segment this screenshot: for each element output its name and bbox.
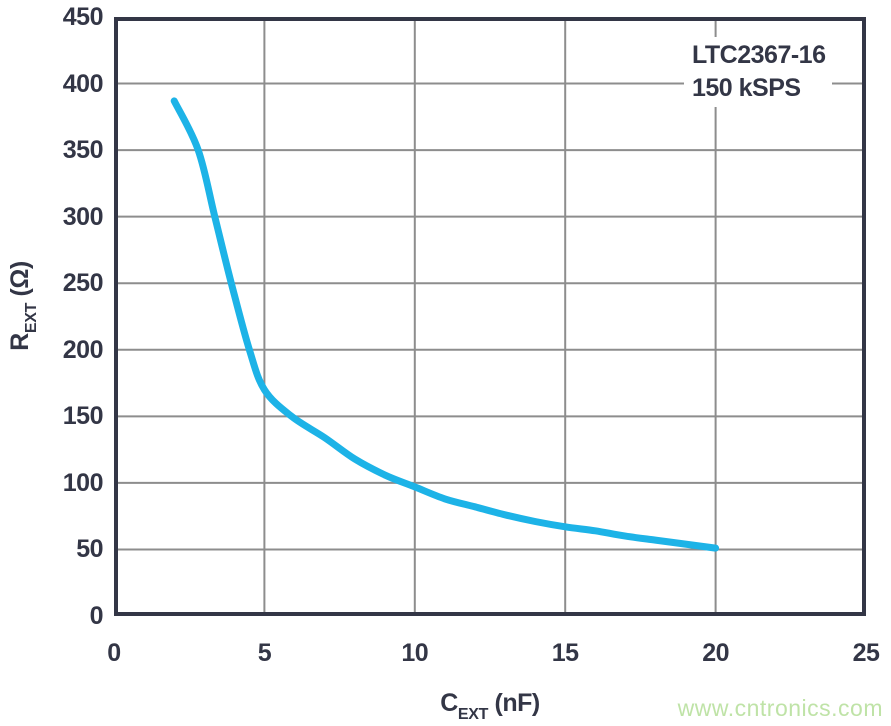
y-axis-symbol: R [6,333,34,351]
data-curve [170,97,720,552]
x-tick-label: 5 [257,639,272,667]
y-axis-subscript: EXT [23,302,40,334]
y-axis-title: REXT (Ω) [6,206,40,406]
x-tick-label: 15 [551,639,579,667]
y-tick-label: 100 [62,468,104,497]
gridlines [114,17,866,616]
x-axis-symbol: C [440,689,458,717]
x-axis-unit: (nF) [494,689,541,717]
y-axis-unit: (Ω) [6,261,34,297]
y-tick-label: 300 [62,202,104,231]
annotation-box: LTC2367-16 150 kSPS [684,37,832,107]
y-tick-label: 0 [89,602,104,630]
y-tick-label: 250 [62,269,104,298]
y-tick-label: 450 [62,3,104,31]
plot-border [114,17,866,616]
annotation-part-number: LTC2367-16 [692,41,826,69]
annotation-sample-rate: 150 kSPS [692,74,801,102]
x-axis-title: CEXT (nF) [390,689,590,723]
y-tick-label: 150 [62,402,104,431]
y-tick-label: 400 [62,69,104,98]
plot-canvas [114,17,866,616]
y-tick-label: 350 [62,136,104,165]
plot-area: LTC2367-16 150 kSPS [114,17,866,616]
x-tick-label: 10 [401,639,429,667]
y-tick-label: 50 [76,535,103,564]
x-tick-label: 0 [107,639,121,667]
x-axis-subscript: EXT [457,706,489,723]
y-tick-label: 200 [62,335,104,364]
x-tick-label: 20 [702,639,729,667]
x-tick-label: 25 [852,639,880,667]
watermark: www.cntronics.com [677,695,883,721]
